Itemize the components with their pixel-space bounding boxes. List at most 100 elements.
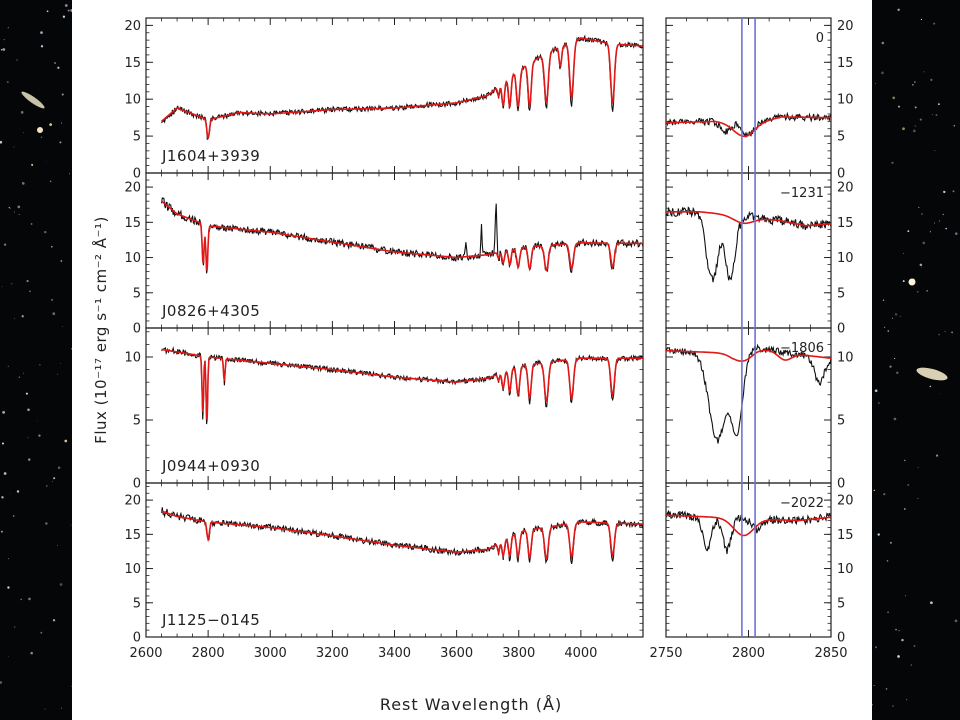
star-dot [887,611,889,613]
star-dot [0,681,3,684]
star-dot [895,628,897,631]
x-tick-label: 3000 [254,646,287,661]
star-dot [929,601,933,605]
star-dot [910,664,913,666]
y-tick-label: 20 [124,494,141,509]
y-tick-label: 20 [837,181,854,196]
spectra-figure: 05101520J1604+393905101520005101520J0826… [72,0,872,720]
model-spectrum-line [161,510,644,561]
star-dot [901,638,904,642]
star-dot [62,326,64,327]
star-dot [881,41,885,45]
y-tick-label: 10 [124,251,141,266]
star-dot [878,402,880,404]
star-dot [907,484,910,486]
y-tick-label: 0 [133,631,141,646]
y-tick-label: 15 [124,528,141,543]
star-dot [897,8,900,11]
y-tick-label: 15 [124,216,141,231]
star-dot [10,208,12,209]
star-dot [883,493,886,496]
x-tick-label: 3400 [378,646,411,661]
y-tick-label: 20 [837,19,854,34]
star-dot [942,213,944,216]
star-dot [874,83,876,84]
panel-4: 0 5 10 15 20 2600 2800 3000 3200 3400 3600 3800 4000… [124,482,854,661]
star-dot [45,484,48,487]
star-dot [29,290,31,293]
y-tick-label: 5 [837,413,845,428]
star-dot [921,213,923,215]
star-dot [27,437,29,439]
star-dot [21,181,25,185]
y-tick-label: 5 [133,413,141,428]
star-dot [920,18,923,21]
star-dot [16,59,18,61]
y-tick-label: 0 [837,322,845,337]
star-dot [52,480,53,482]
star-dot [935,454,939,457]
galaxy-shape [21,91,45,109]
star-dot [881,71,884,75]
y-tick-label: 10 [837,562,854,577]
star-dot [31,163,34,166]
star-dot [903,508,906,510]
star-dot [57,466,61,470]
star-dot [929,385,932,388]
star-dot [62,15,66,18]
star-dot [71,685,73,687]
star-dot [1,530,3,533]
y-tick-label: 20 [124,19,141,34]
velocity-label: −1231 [780,186,824,201]
star-dot [0,140,3,144]
star-dot [20,598,22,601]
star-dot [30,223,33,225]
star-dot [944,331,946,332]
observed-zoom-line [665,343,832,444]
star-dot [1,496,4,499]
y-tick-label: 0 [837,477,845,492]
star-dot [23,132,24,134]
star-dot [919,263,923,267]
x-tick-label: 2800 [732,646,765,661]
star-dot [61,93,64,96]
y-tick-label: 0 [837,167,845,182]
star-dot [902,127,905,131]
y-tick-label: 15 [837,56,854,71]
star-dot [873,489,875,491]
star-dot [889,541,892,544]
star-dot [2,410,5,414]
object-name-label: J0826+4305 [161,302,260,320]
observed-spectrum-line [160,197,644,274]
star-dot [64,4,68,7]
x-tick-label: 2600 [129,646,162,661]
x-tick-label: 3800 [502,646,535,661]
star-dot [8,656,9,658]
star-dot [938,333,940,336]
star-dot [3,39,5,41]
star-dot [897,655,900,658]
object-name-label: J1125−0145 [161,611,260,629]
y-tick-label: 10 [837,93,854,108]
star-dot [913,645,916,647]
star-dot [874,646,877,649]
star-dot [8,558,10,560]
y-tick-label: 5 [837,596,845,611]
star-dot [45,161,47,163]
star-dot [25,392,28,395]
star-dot [905,595,906,597]
star-dot [935,113,938,116]
star-dot [932,114,933,116]
star-dot [57,545,58,546]
y-tick-label: 15 [837,216,854,231]
star-dot [919,118,922,121]
star-dot [954,619,958,623]
star-dot [54,62,56,64]
star-dot [914,106,917,109]
x-tick-label: 2800 [192,646,225,661]
y-tick-label: 5 [837,286,845,301]
y-tick-label: 20 [837,494,854,509]
star-dot [64,439,68,443]
star-dot [926,289,929,292]
star-dot [937,103,940,106]
